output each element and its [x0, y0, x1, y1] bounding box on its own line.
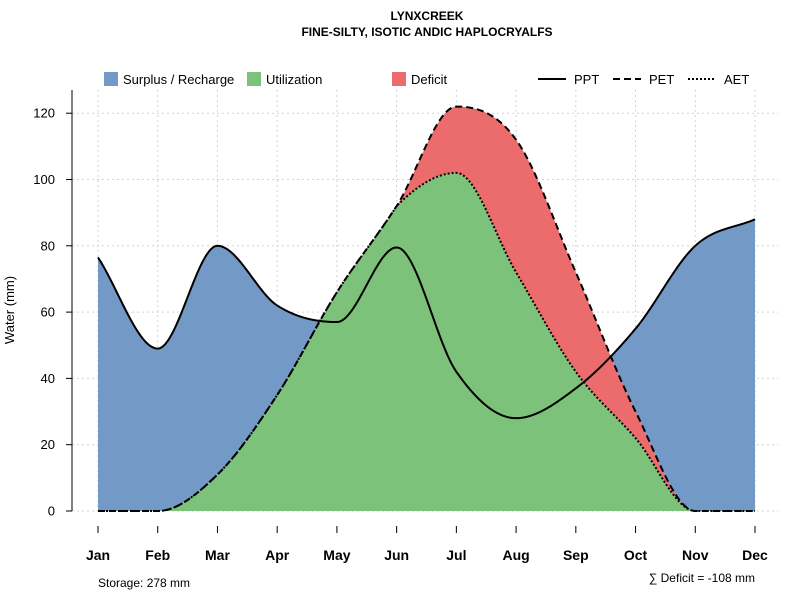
x-tick-label-nov: Nov	[682, 547, 709, 563]
y-tick-label-120: 120	[33, 106, 55, 121]
chart-title: LYNXCREEK	[391, 9, 464, 23]
legend-swatch-surplus-recharge	[104, 72, 118, 86]
storage-note: Storage: 278 mm	[98, 576, 190, 590]
aet-line	[98, 171, 755, 512]
x-tick-label-feb: Feb	[145, 547, 170, 563]
x-tick-label-aug: Aug	[502, 547, 529, 563]
pet-line	[98, 105, 755, 512]
legend-label-aet: AET	[724, 72, 749, 87]
y-tick-label-80: 80	[41, 238, 55, 253]
series-lines	[97, 105, 756, 512]
x-tick-label-dec: Dec	[742, 547, 768, 563]
x-tick-label-apr: Apr	[265, 547, 290, 563]
legend-label-ppt: PPT	[574, 72, 599, 87]
chart-legend: Surplus / Recharge Utilization Deficit PPT P…	[104, 72, 749, 87]
x-tick-label-sep: Sep	[563, 547, 589, 563]
legend-label-deficit: Deficit	[411, 72, 448, 87]
x-axis-ticks: Jan Feb Mar Apr May Jun Jul Aug Sep Oct Nov Dec	[86, 526, 768, 563]
legend-label-utilization: Utilization	[266, 72, 322, 87]
y-tick-label-40: 40	[41, 371, 55, 386]
legend-label-surplus-recharge: Surplus / Recharge	[123, 72, 234, 87]
chart-subtitle: FINE-SILTY, ISOTIC ANDIC HAPLOCRYALFS	[301, 25, 552, 39]
y-tick-label-100: 100	[33, 172, 55, 187]
y-tick-label-20: 20	[41, 437, 55, 452]
x-tick-label-jul: Jul	[446, 547, 466, 563]
utilization-area	[98, 172, 755, 511]
y-tick-label-60: 60	[41, 305, 55, 320]
y-axis-label: Water (mm)	[2, 276, 17, 344]
y-axis-ticks: 0 20 40 60 80 100 120	[33, 106, 72, 519]
x-tick-label-oct: Oct	[624, 547, 648, 563]
x-tick-label-mar: Mar	[205, 547, 230, 563]
deficit-note: ∑ Deficit = -108 mm	[649, 571, 755, 585]
x-tick-label-may: May	[323, 547, 350, 563]
x-tick-label-jun: Jun	[384, 547, 409, 563]
y-tick-label-0: 0	[48, 504, 55, 519]
legend-swatch-deficit	[392, 72, 406, 86]
legend-label-pet: PET	[649, 72, 674, 87]
ppt-line	[97, 218, 756, 420]
x-tick-label-jan: Jan	[86, 547, 110, 563]
area-fills	[98, 106, 755, 511]
legend-swatch-utilization	[247, 72, 261, 86]
